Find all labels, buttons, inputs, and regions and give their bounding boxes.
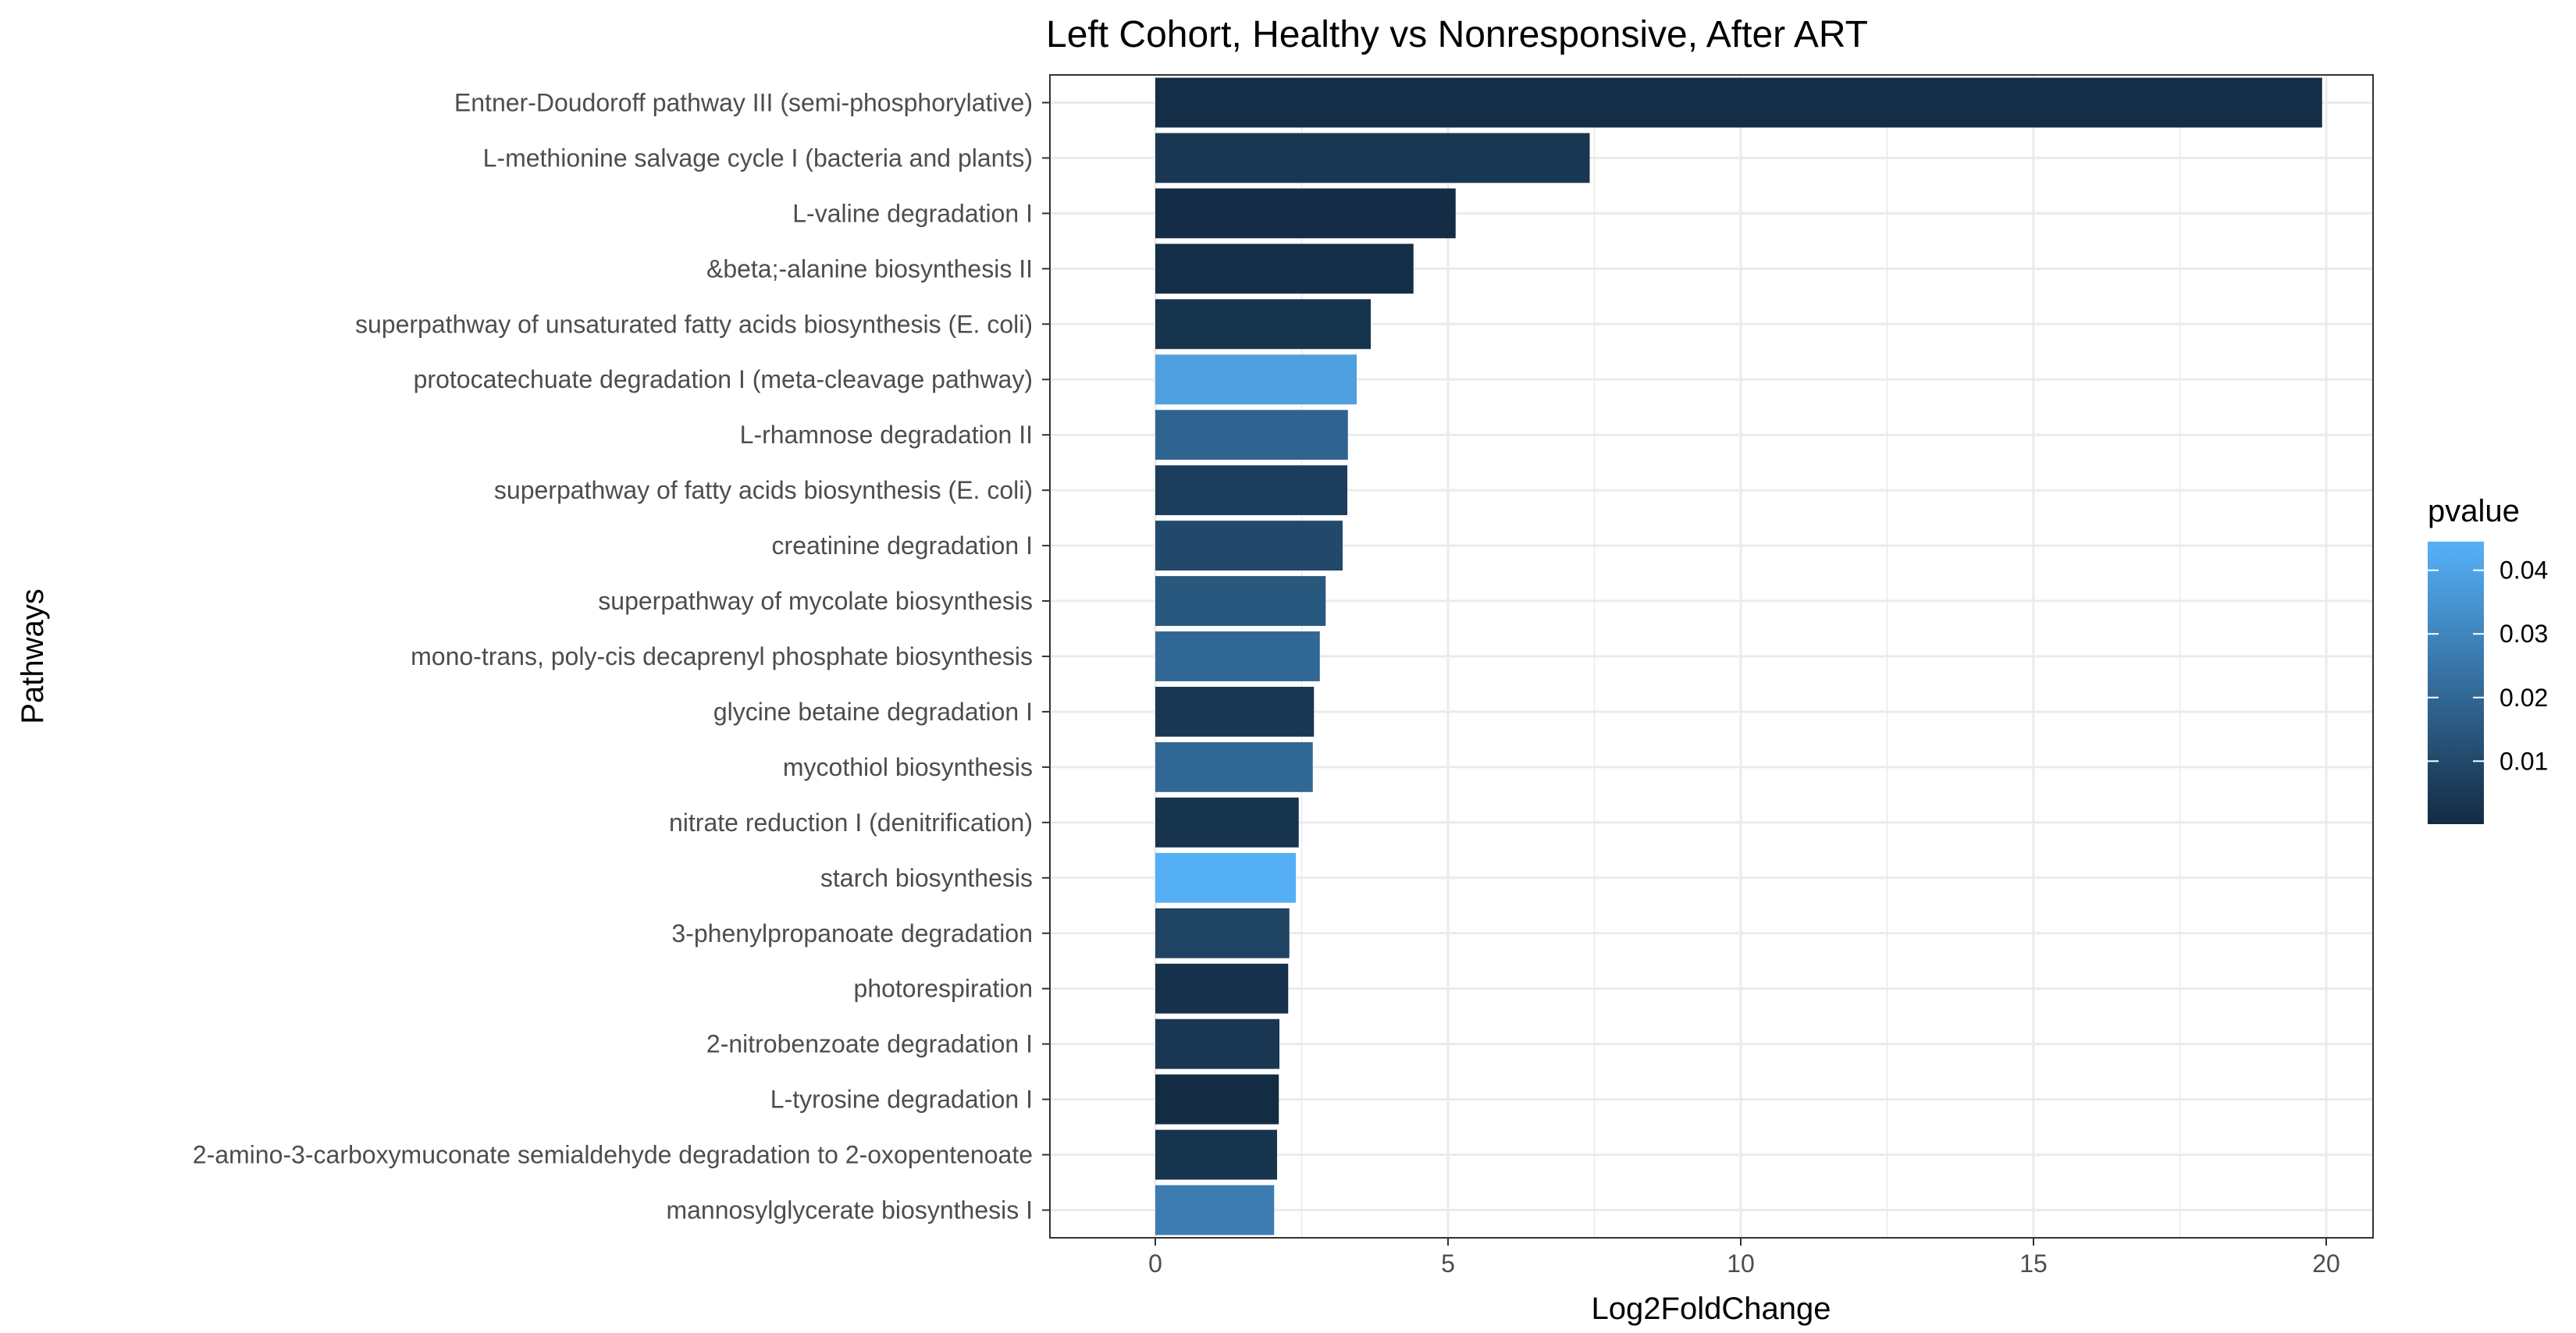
bar xyxy=(1155,410,1348,460)
category-label: mannosylglycerate biosynthesis I xyxy=(666,1196,1033,1225)
legend-colorbar xyxy=(2428,542,2484,824)
bar xyxy=(1155,797,1299,848)
category-label: L-valine degradation I xyxy=(792,199,1033,227)
x-tick-label: 0 xyxy=(1148,1249,1162,1278)
legend-title: pvalue xyxy=(2428,494,2520,528)
legend-tick-label: 0.02 xyxy=(2500,684,2548,712)
bar xyxy=(1155,133,1590,183)
bar xyxy=(1155,465,1347,516)
category-label: nitrate reduction I (denitrification) xyxy=(669,809,1033,837)
category-label: 2-amino-3-carboxymuconate semialdehyde d… xyxy=(193,1141,1033,1169)
bar xyxy=(1155,354,1357,405)
bar xyxy=(1155,243,1414,294)
bar xyxy=(1155,908,1290,958)
bar xyxy=(1155,852,1296,903)
x-tick-label: 5 xyxy=(1441,1249,1455,1278)
category-label: Entner-Doudoroff pathway III (semi-phosp… xyxy=(454,88,1033,116)
x-tick-label: 20 xyxy=(2312,1249,2340,1278)
x-axis-title: Log2FoldChange xyxy=(1592,1292,1831,1326)
y-axis-title: Pathways xyxy=(16,588,50,723)
bar xyxy=(1155,521,1343,571)
category-label: L-rhamnose degradation II xyxy=(740,421,1033,449)
bar xyxy=(1155,188,1456,239)
category-label: mono-trans, poly-cis decaprenyl phosphat… xyxy=(411,642,1033,670)
category-label: 3-phenylpropanoate degradation xyxy=(671,919,1033,947)
category-label: superpathway of mycolate biosynthesis xyxy=(598,587,1033,615)
bar xyxy=(1155,1018,1279,1069)
category-label: photorespiration xyxy=(854,975,1033,1003)
x-tick-label: 10 xyxy=(1727,1249,1755,1278)
bar xyxy=(1155,299,1371,350)
bar xyxy=(1155,576,1326,626)
bar xyxy=(1155,741,1313,792)
legend-tick-label: 0.01 xyxy=(2500,747,2548,775)
legend-tick-label: 0.03 xyxy=(2500,620,2548,648)
bar xyxy=(1155,77,2322,128)
bar xyxy=(1155,1129,1277,1180)
bar xyxy=(1155,631,1320,681)
bar xyxy=(1155,963,1289,1014)
bar xyxy=(1155,1185,1275,1235)
pvalue-legend: pvalue 0.01 0.02 0.03 0.04 xyxy=(2428,494,2548,824)
bar xyxy=(1155,1074,1279,1125)
category-label: mycothiol biosynthesis xyxy=(783,753,1033,781)
bar xyxy=(1155,687,1315,737)
category-label: superpathway of unsaturated fatty acids … xyxy=(355,310,1033,338)
category-label: glycine betaine degradation I xyxy=(713,698,1033,726)
category-label: L-methionine salvage cycle I (bacteria a… xyxy=(483,144,1033,172)
category-label: &beta;-alanine biosynthesis II xyxy=(706,254,1033,283)
y-axis: Entner-Doudoroff pathway III (semi-phosp… xyxy=(193,88,1050,1225)
legend-ticks: 0.01 0.02 0.03 0.04 xyxy=(2428,556,2548,775)
category-label: protocatechuate degradation I (meta-clea… xyxy=(414,365,1033,393)
category-label: superpathway of fatty acids biosynthesis… xyxy=(494,476,1033,504)
category-label: creatinine degradation I xyxy=(772,531,1033,560)
x-tick-label: 15 xyxy=(2019,1249,2048,1278)
category-label: starch biosynthesis xyxy=(820,864,1033,892)
category-label: L-tyrosine degradation I xyxy=(770,1086,1033,1114)
chart-title: Left Cohort, Healthy vs Nonresponsive, A… xyxy=(1046,14,1868,55)
category-label: 2-nitrobenzoate degradation I xyxy=(706,1030,1033,1058)
legend-tick-label: 0.04 xyxy=(2500,556,2548,585)
x-axis: 0 5 10 15 20 xyxy=(1148,1238,2340,1278)
bars xyxy=(1155,77,2322,1235)
